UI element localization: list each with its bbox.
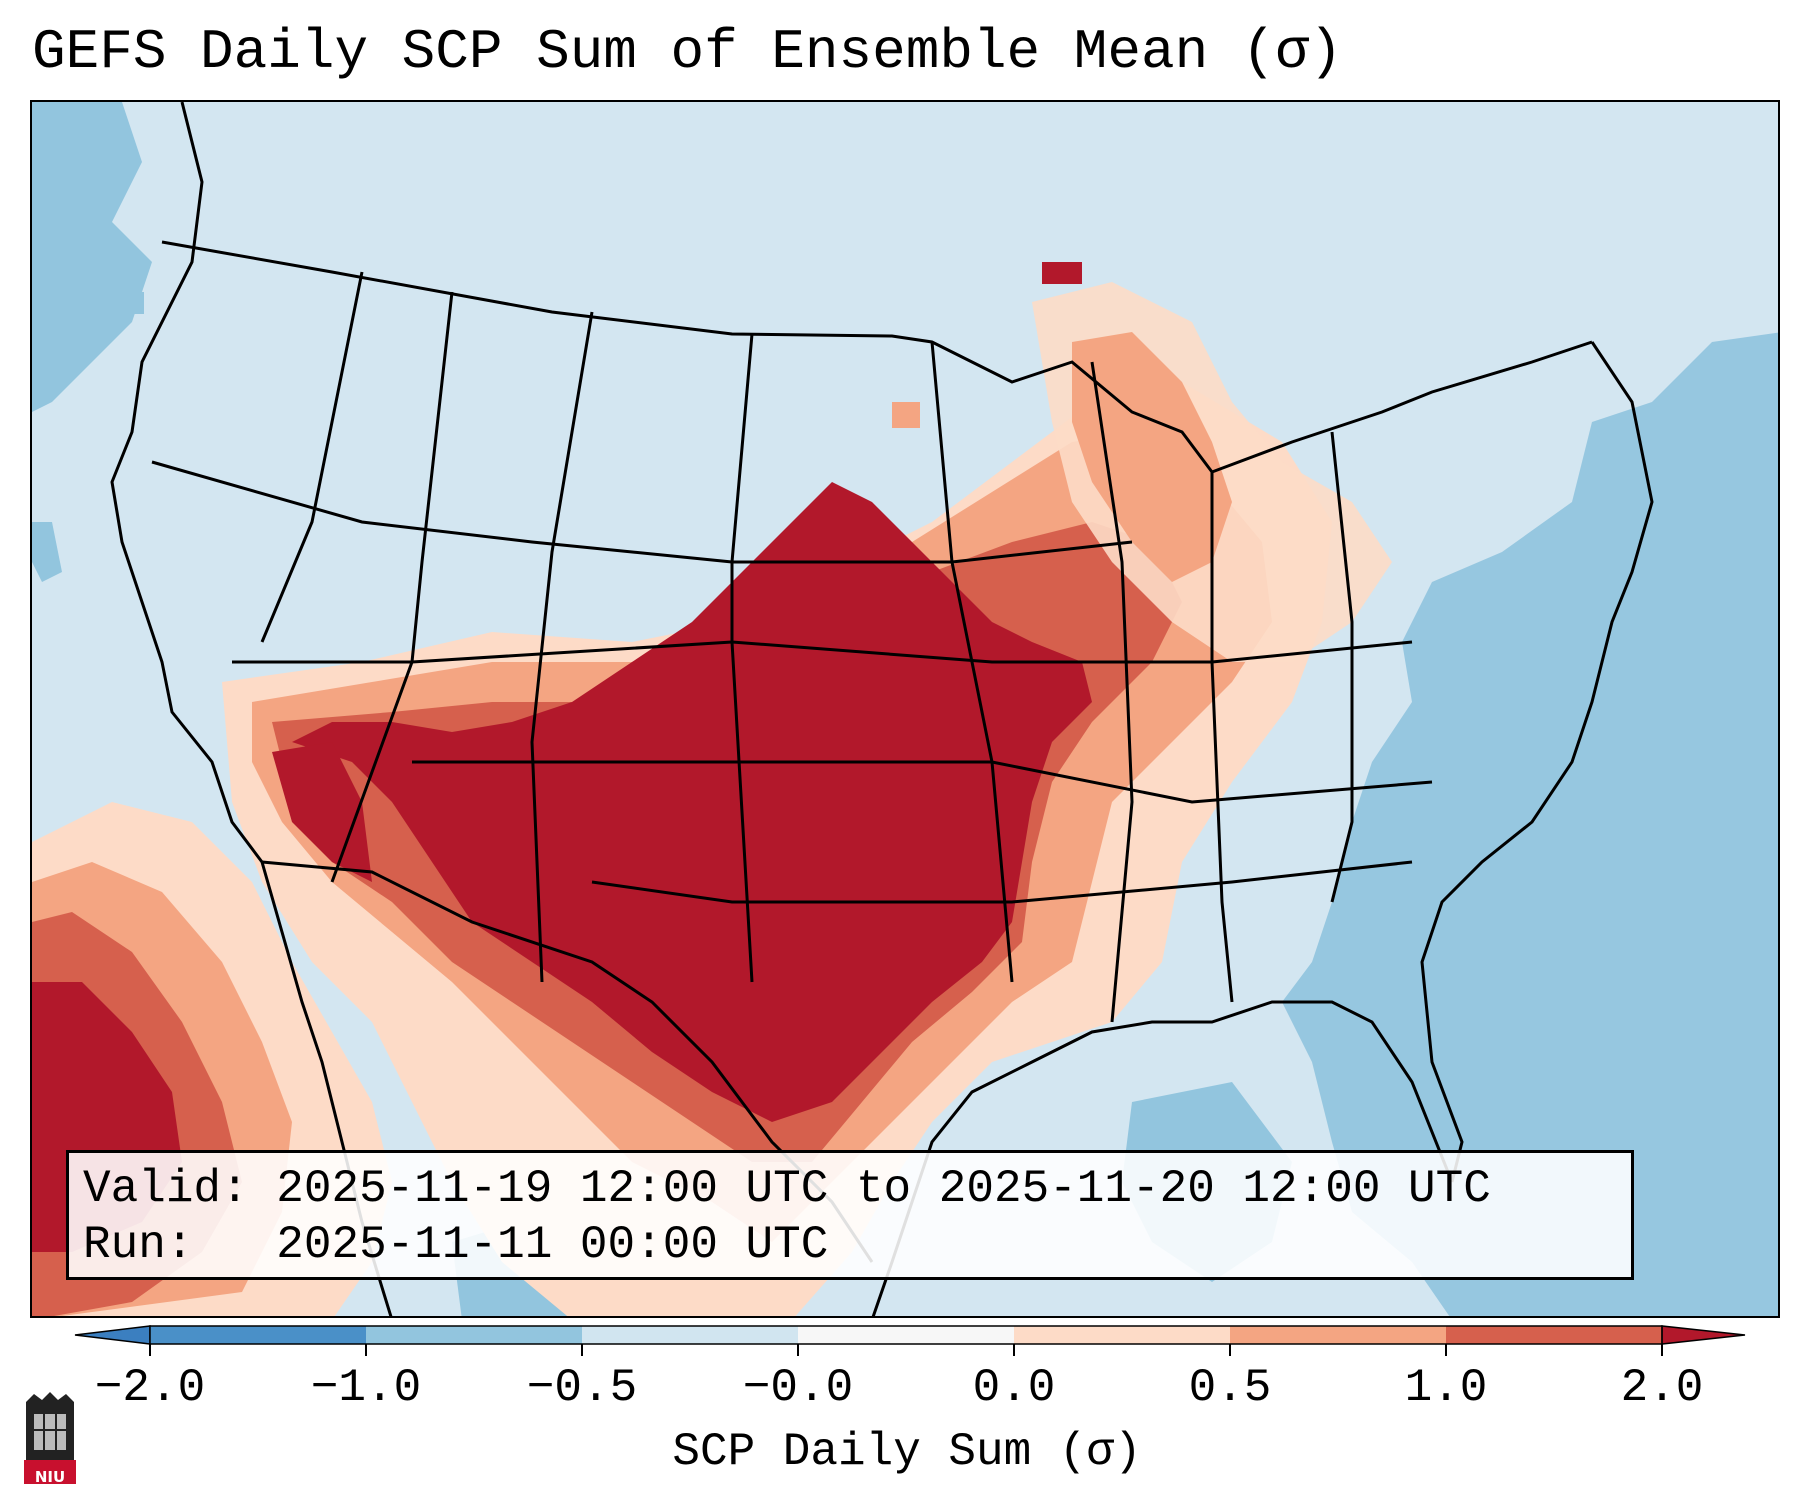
colorbar-tick-label: 0.5 (1188, 1362, 1272, 1414)
valid-line: Valid: 2025-11-19 12:00 UTC to 2025-11-2… (83, 1161, 1617, 1217)
run-value: 2025-11-11 00:00 UTC (276, 1219, 829, 1271)
colorbar-tick-label: 1.0 (1404, 1362, 1488, 1414)
niu-logo: NIU (20, 1390, 80, 1490)
colorbar-label: SCP Daily Sum (σ) (672, 1426, 1142, 1478)
colorbar-segment (582, 1326, 798, 1344)
colorbar-under-extend (74, 1325, 151, 1345)
colorbar-segment (798, 1326, 1014, 1344)
colorbar-segment (1230, 1326, 1446, 1344)
valid-run-info-box: Valid: 2025-11-19 12:00 UTC to 2025-11-2… (66, 1150, 1634, 1280)
colorbar-tick-label: −2.0 (94, 1362, 206, 1414)
colorbar-over-extend (1661, 1325, 1746, 1345)
colorbar-tick-label: −1.0 (310, 1362, 422, 1414)
logo-text: NIU (34, 1468, 66, 1486)
central-positive-anomaly (222, 382, 1332, 1316)
valid-label: Valid: (83, 1163, 249, 1215)
colorbar-tick-label: 0.0 (972, 1362, 1056, 1414)
colorbar-tick-label: 2.0 (1620, 1362, 1704, 1414)
map-panel (30, 100, 1780, 1318)
colorbar (74, 1325, 1746, 1356)
map-title: GEFS Daily SCP Sum of Ensemble Mean (σ) (32, 20, 1343, 84)
colorbar-segment (150, 1326, 366, 1344)
run-line: Run: 2025-11-11 00:00 UTC (83, 1217, 1617, 1273)
colorbar-segment (1446, 1326, 1662, 1344)
colorbar-segment (366, 1326, 582, 1344)
valid-value: 2025-11-19 12:00 UTC to 2025-11-20 12:00… (276, 1163, 1491, 1215)
colorbar-border (149, 1325, 1663, 1345)
colorbar-tick-label: −0.0 (742, 1362, 854, 1414)
pacific-negative-anomaly (32, 102, 152, 582)
scp-map (32, 102, 1778, 1316)
run-label: Run: (83, 1219, 194, 1271)
tower-icon (24, 1392, 76, 1484)
colorbar-tick-label: −0.5 (526, 1362, 638, 1414)
colorbar-segment (1014, 1326, 1230, 1344)
